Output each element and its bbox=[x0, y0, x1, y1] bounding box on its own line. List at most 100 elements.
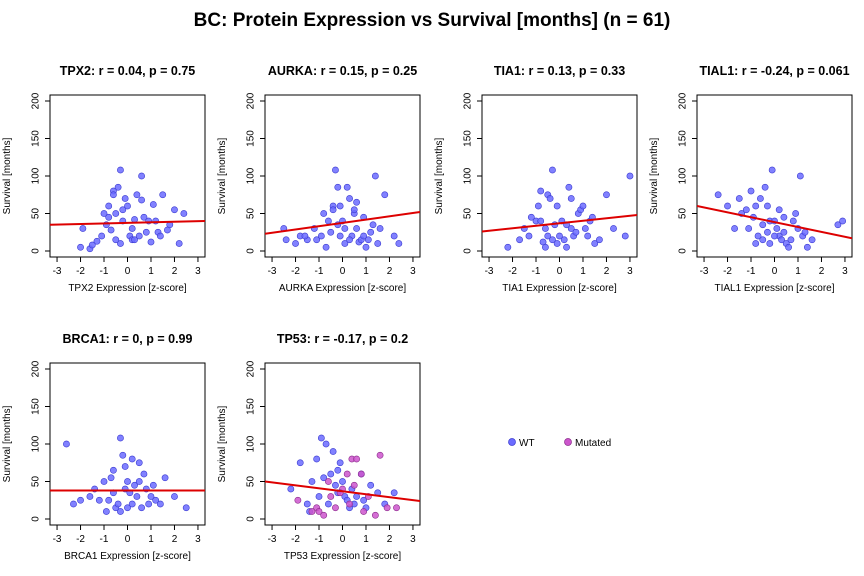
point-wt bbox=[131, 481, 138, 489]
y-axis-label: Survival [months] bbox=[2, 137, 13, 214]
point-wt bbox=[785, 243, 792, 251]
point-wt bbox=[353, 198, 360, 206]
point-wt bbox=[317, 434, 325, 442]
point-wt bbox=[364, 236, 372, 244]
x-tick-label: 2 bbox=[819, 266, 825, 277]
points-group bbox=[265, 434, 420, 519]
point-wt bbox=[105, 496, 113, 504]
point-wt bbox=[121, 463, 129, 470]
points-group bbox=[697, 166, 852, 251]
point-wt bbox=[754, 232, 762, 240]
point-wt bbox=[362, 243, 370, 251]
point-wt bbox=[537, 217, 545, 225]
y-tick-label: 150 bbox=[246, 130, 257, 147]
point-wt bbox=[121, 195, 129, 202]
point-mutated bbox=[325, 478, 332, 485]
point-mutated bbox=[360, 508, 368, 515]
point-wt bbox=[801, 228, 809, 236]
point-wt bbox=[534, 202, 542, 210]
point-wt bbox=[332, 166, 339, 174]
point-wt bbox=[325, 217, 332, 225]
point-wt bbox=[724, 202, 731, 210]
point-wt bbox=[313, 236, 321, 244]
points-group bbox=[50, 166, 205, 253]
x-tick-label: 2 bbox=[172, 534, 178, 545]
point-wt bbox=[591, 240, 599, 247]
panel-2: TIA1: r = 0.13, p = 0.33 TIA1 Expression … bbox=[434, 64, 638, 294]
plot-frame bbox=[264, 94, 421, 258]
point-wt bbox=[332, 481, 339, 489]
point-wt bbox=[159, 191, 167, 199]
x-tick-label: 1 bbox=[148, 266, 154, 277]
x-axis-label: AURKA Expression [z-score] bbox=[279, 283, 406, 294]
x-tick-label: 3 bbox=[410, 266, 416, 277]
point-wt bbox=[147, 238, 155, 246]
point-wt bbox=[138, 504, 145, 512]
legend-wt-label: WT bbox=[519, 438, 535, 449]
x-tick-label: -3 bbox=[268, 534, 277, 545]
legend-mutated-label: Mutated bbox=[575, 438, 611, 449]
point-mutated bbox=[308, 508, 316, 515]
point-wt bbox=[537, 187, 545, 195]
point-wt bbox=[149, 481, 157, 489]
point-wt bbox=[128, 500, 136, 508]
x-tick-label: 0 bbox=[125, 266, 131, 277]
point-wt bbox=[301, 232, 309, 240]
point-wt bbox=[117, 434, 124, 442]
panel-title: TP53: r = -0.17, p = 0.2 bbox=[277, 332, 408, 346]
point-wt bbox=[542, 243, 549, 251]
point-mutated bbox=[357, 470, 365, 478]
x-tick-label: -2 bbox=[76, 266, 85, 277]
point-wt bbox=[110, 466, 117, 474]
point-wt bbox=[839, 217, 847, 225]
point-wt bbox=[133, 493, 141, 500]
point-wt bbox=[759, 236, 767, 244]
point-wt bbox=[556, 232, 563, 240]
point-wt bbox=[334, 466, 342, 474]
panel-title: BRCA1: r = 0, p = 0.99 bbox=[63, 332, 193, 346]
fit-line bbox=[697, 205, 852, 240]
x-tick-label: -1 bbox=[747, 266, 756, 277]
point-wt bbox=[747, 187, 755, 195]
point-wt bbox=[572, 228, 580, 236]
point-mutated bbox=[376, 451, 384, 459]
point-wt bbox=[353, 225, 360, 232]
point-wt bbox=[341, 240, 349, 247]
point-wt bbox=[542, 225, 549, 232]
point-mutated bbox=[383, 504, 391, 512]
point-wt bbox=[156, 232, 164, 240]
point-wt bbox=[773, 225, 781, 232]
point-wt bbox=[553, 202, 561, 210]
points-group bbox=[50, 434, 205, 515]
y-tick-label: 150 bbox=[463, 130, 474, 147]
panel-title: TIAL1: r = -0.24, p = 0.061 bbox=[699, 64, 849, 78]
panel-3: TIAL1: r = -0.24, p = 0.061 TIAL1 Express… bbox=[649, 64, 853, 294]
point-wt bbox=[175, 240, 183, 247]
y-tick-label: 200 bbox=[463, 92, 474, 109]
point-wt bbox=[808, 236, 816, 244]
point-wt bbox=[374, 240, 382, 247]
point-wt bbox=[100, 210, 108, 217]
point-wt bbox=[63, 440, 70, 448]
x-tick-label: -2 bbox=[291, 266, 300, 277]
point-wt bbox=[343, 183, 351, 191]
point-wt bbox=[117, 166, 124, 174]
point-wt bbox=[124, 478, 131, 485]
point-wt bbox=[560, 236, 568, 244]
point-wt bbox=[341, 225, 349, 232]
point-wt bbox=[325, 500, 332, 508]
point-wt bbox=[112, 236, 120, 244]
point-wt bbox=[105, 202, 113, 210]
point-wt bbox=[133, 191, 141, 199]
x-tick-label: -3 bbox=[268, 266, 277, 277]
point-wt bbox=[128, 455, 136, 463]
point-wt bbox=[180, 210, 188, 217]
y-tick-label: 50 bbox=[31, 208, 42, 220]
point-wt bbox=[567, 225, 575, 232]
point-wt bbox=[360, 232, 368, 240]
y-tick-label: 50 bbox=[678, 208, 689, 220]
x-tick-label: 0 bbox=[340, 534, 346, 545]
point-wt bbox=[70, 500, 77, 508]
y-tick-label: 200 bbox=[31, 92, 42, 109]
point-wt bbox=[119, 451, 127, 459]
